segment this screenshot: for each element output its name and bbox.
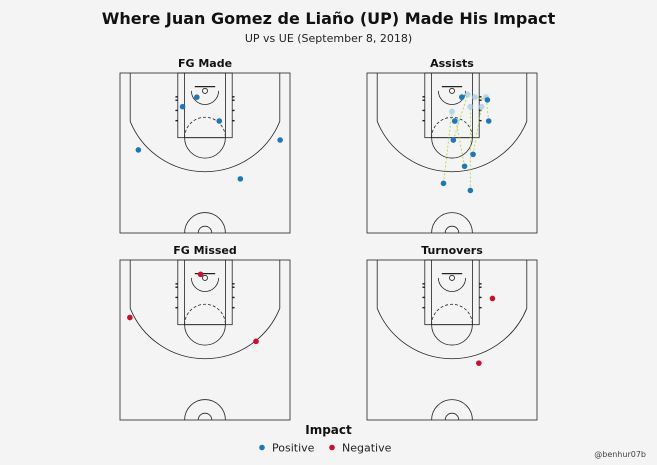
- assist-target-point: [464, 91, 471, 98]
- center-circle: [431, 212, 473, 234]
- data-point: [253, 338, 259, 345]
- legend-marker: [259, 444, 265, 451]
- data-point: [485, 118, 492, 124]
- free-throw-circle-dashed: [184, 116, 226, 138]
- free-throw-circle-dashed: [431, 303, 473, 325]
- assist-target-point: [478, 103, 485, 110]
- data-point: [484, 97, 491, 103]
- data-point: [467, 187, 474, 194]
- data-point: [459, 94, 465, 100]
- data-point: [194, 94, 200, 100]
- panel-title: FG Made: [178, 57, 232, 70]
- assist-pass-line: [443, 111, 453, 184]
- three-point-line: [129, 73, 281, 173]
- assist-target-point: [449, 108, 455, 115]
- panel-title: Turnovers: [421, 244, 483, 257]
- restricted-area: [191, 90, 219, 105]
- data-point: [461, 163, 468, 170]
- court-panel: Turnovers: [366, 244, 538, 421]
- data-point: [135, 147, 142, 153]
- panel-title: FG Missed: [173, 244, 237, 257]
- three-point-line: [376, 260, 528, 360]
- free-throw-circle: [184, 137, 226, 159]
- rim: [202, 87, 208, 94]
- legend-label: Negative: [342, 442, 392, 455]
- assist-target-point: [471, 94, 478, 101]
- restricted-area: [191, 277, 219, 292]
- data-point: [451, 118, 458, 124]
- data-point: [489, 295, 496, 302]
- free-throw-circle-dashed: [184, 303, 226, 325]
- restricted-area: [438, 277, 466, 292]
- panel-title: Assists: [430, 57, 474, 70]
- data-point: [450, 137, 457, 143]
- author-credit: @benhur07b: [594, 450, 646, 459]
- data-point: [197, 271, 204, 278]
- data-point: [216, 118, 223, 124]
- court-inner-lane: [184, 259, 226, 326]
- center-circle: [184, 399, 226, 421]
- free-throw-circle: [431, 324, 473, 346]
- legend-title: Impact: [305, 423, 352, 437]
- center-circle: [184, 212, 226, 234]
- court-boundary: [366, 72, 538, 234]
- court-boundary: [366, 259, 538, 421]
- legend-marker: [329, 444, 335, 451]
- center-circle-inner: [197, 412, 213, 421]
- court-panel: FG Missed: [119, 244, 291, 421]
- assist-target-point: [467, 103, 474, 110]
- rim: [449, 274, 455, 281]
- court-lane: [424, 259, 480, 326]
- rim: [449, 87, 455, 94]
- court-panel: Assists: [366, 57, 538, 234]
- court-lane: [177, 72, 233, 139]
- court-inner-lane: [431, 259, 473, 326]
- court-inner-lane: [431, 72, 473, 139]
- data-point: [277, 137, 283, 143]
- chart-subtitle: UP vs UE (September 8, 2018): [244, 32, 413, 45]
- data-point: [127, 314, 133, 321]
- court-panel: FG Made: [119, 57, 291, 234]
- chart-title: Where Juan Gomez de Liaño (UP) Made His …: [101, 9, 556, 28]
- center-circle-inner: [444, 412, 460, 421]
- restricted-area: [438, 90, 466, 105]
- assist-pass-line: [472, 106, 483, 155]
- free-throw-circle: [184, 324, 226, 346]
- data-point: [179, 103, 186, 110]
- three-point-line: [376, 73, 528, 173]
- center-circle-inner: [197, 225, 213, 234]
- court-inner-lane: [184, 72, 226, 139]
- center-circle: [431, 399, 473, 421]
- court-lane: [177, 259, 233, 326]
- legend: Impact Positive Negative: [259, 423, 392, 455]
- data-point: [476, 360, 482, 366]
- legend-label: Positive: [272, 442, 315, 455]
- data-point: [440, 180, 447, 187]
- court-boundary: [119, 72, 291, 234]
- rim: [202, 274, 208, 281]
- data-point: [237, 176, 244, 182]
- data-point: [470, 151, 476, 158]
- center-circle-inner: [444, 225, 460, 234]
- court-boundary: [119, 259, 291, 421]
- three-point-line: [129, 260, 281, 360]
